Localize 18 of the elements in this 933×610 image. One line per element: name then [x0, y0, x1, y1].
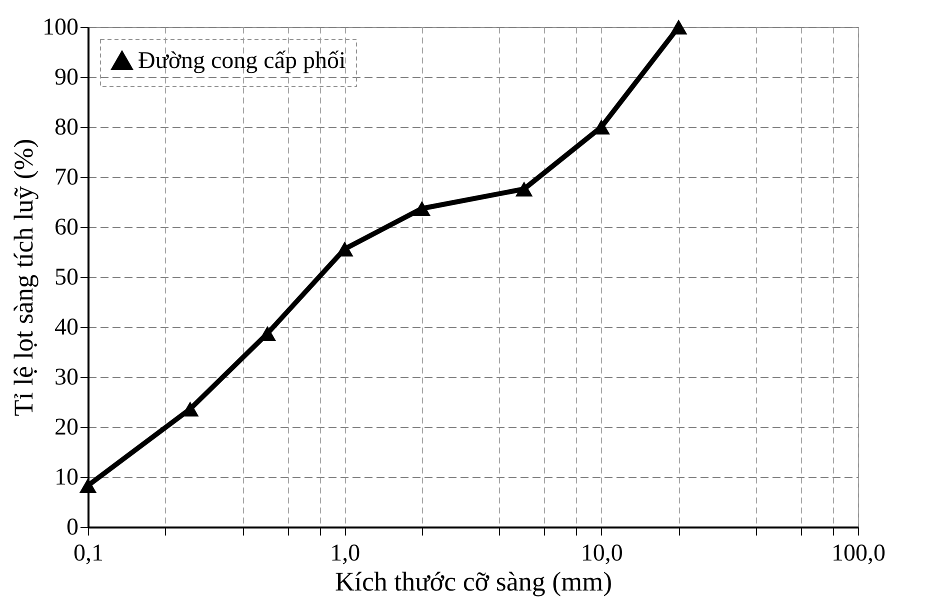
- y-tick-label: 70: [54, 164, 78, 190]
- y-axis-title: Tỉ lệ lọt sàng tích luỹ (%): [8, 138, 38, 416]
- x-tick-label: 0,1: [74, 540, 104, 566]
- y-tick-label: 100: [42, 14, 78, 40]
- x-axis-title: Kích thước cỡ sàng (mm): [334, 566, 612, 596]
- y-tick-label: 50: [54, 264, 78, 290]
- y-tick-label: 0: [66, 514, 78, 540]
- y-tick-label: 40: [54, 314, 78, 340]
- y-tick-label: 80: [54, 114, 78, 140]
- x-tick-label: 10,0: [580, 540, 623, 566]
- legend-label: Đường cong cấp phối: [138, 48, 346, 74]
- y-tick-label: 10: [54, 464, 78, 490]
- y-tick-label: 20: [54, 414, 78, 440]
- x-tick-label: 1,0: [330, 540, 360, 566]
- y-tick-label: 30: [54, 364, 78, 390]
- y-tick-label: 60: [54, 214, 78, 240]
- y-tick-label: 90: [54, 64, 78, 90]
- x-tick-label: 100,0: [832, 540, 886, 566]
